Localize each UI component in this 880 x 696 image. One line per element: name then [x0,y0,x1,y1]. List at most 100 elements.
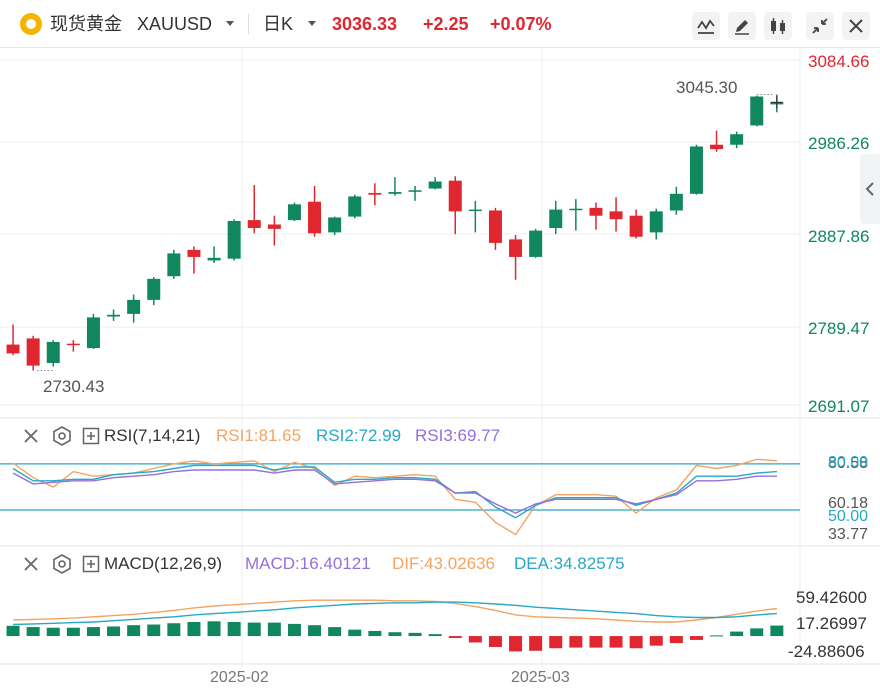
candle-body [609,211,623,220]
candle-body [86,317,100,349]
macd-histogram-bar [468,636,482,643]
candle-body [46,341,60,363]
candle-type-button[interactable] [764,12,792,40]
candle-body [368,192,382,195]
current-price: 3036.33 [332,14,398,34]
candle-body [308,201,322,234]
close-icon[interactable] [22,555,40,573]
macd-histogram-bar [770,625,784,637]
cross-icon [770,96,783,109]
candle-body [187,249,201,257]
candle-body [710,144,724,150]
plus-box-icon[interactable] [82,555,100,573]
macd-histogram-bar [710,635,724,637]
price-change: +2.25 [423,14,469,34]
macd-histogram-bar [227,621,241,637]
macd-histogram-bar [26,627,40,637]
macd-histogram-bar [147,624,161,637]
macd-axis-label: 17.26997 [796,614,867,633]
macd-histogram-bar [549,636,563,649]
macd-histogram-bar [127,625,141,637]
candle-body [107,314,121,317]
rsi3-value: RSI3:69.77 [415,426,501,445]
draw-icon [735,20,749,35]
rsi-line-rsi3 [12,469,777,514]
macd-histogram-bar [669,636,683,644]
candle-body [750,96,764,126]
candle-body [468,209,482,212]
rsi2-value: RSI2:72.99 [316,426,402,445]
symbol-cn[interactable]: 现货黄金 [50,14,122,34]
rsi-title: RSI(7,14,21) [104,426,201,445]
caret-down-icon[interactable] [307,20,317,28]
dif-value: DIF:43.02636 [392,554,496,573]
candle-body [328,217,342,233]
candle-body [589,207,603,216]
macd-histogram-bar [408,632,422,637]
price-change-pct: +0.07% [490,14,552,34]
macd-histogram-bar [529,636,543,651]
candle-body [509,239,523,257]
macd-histogram-bar [86,627,100,637]
candle-body [26,338,40,366]
candle-body [428,181,442,189]
macd-histogram-bar [287,623,301,637]
candle-body [247,220,261,228]
macd-histogram-bar [107,626,121,637]
price-axis-label: 2691.07 [808,397,870,416]
macd-histogram-bar [569,636,583,648]
candle-type-icon [771,18,785,34]
high-price-marker: 3045.30 [676,78,738,97]
caret-down-icon[interactable] [225,20,235,28]
rsi-axis-label: 80.58 [828,455,869,472]
macd-histogram-bar [750,628,764,637]
macd-histogram-bar [448,636,462,638]
period-selector[interactable]: 日K [263,14,294,34]
macd-axis-label: -24.88606 [788,642,865,661]
candle-body [730,134,744,145]
macd-histogram-bar [247,622,261,637]
price-axis-label: 2887.86 [808,227,870,246]
candle-body [649,211,663,233]
candle-body [127,299,141,314]
price-axis-label-top: 3084.66 [808,52,870,71]
rsi-axis-label: 33.77 [828,526,869,543]
settings-icon[interactable] [52,554,72,574]
candle-body [287,204,301,221]
macd-histogram-bar [368,630,382,637]
symbol-name[interactable]: XAUUSD [137,14,213,34]
macd-histogram-bar [609,636,623,648]
macd-histogram-bar [187,621,201,637]
indicator-button[interactable] [692,12,720,40]
side-panel-toggle[interactable] [860,154,880,224]
macd-histogram-bar [6,625,20,637]
candle-body [529,230,543,257]
close-button[interactable] [842,12,870,40]
candle-body [267,224,281,229]
macd-histogram-bar [689,636,703,640]
rsi-oversold-label: 50.00 [828,508,869,525]
collapse-icon [812,18,828,34]
dea-value: DEA:34.82575 [514,554,625,573]
candle-body [6,344,20,354]
collapse-button[interactable] [806,12,834,40]
candle-body [569,208,583,211]
rsi-axis-label: 60.18 [828,495,869,512]
draw-button[interactable] [728,12,756,40]
macd-histogram-bar [488,636,502,647]
kline-chart[interactable] [0,48,880,696]
macd-histogram-bar [589,636,603,648]
settings-icon[interactable] [52,426,72,446]
macd-histogram-bar [428,634,442,637]
x-axis-label: 2025-02 [210,669,269,686]
macd-histogram-bar [348,629,362,637]
macd-histogram-bar [629,636,643,649]
candle-body [689,146,703,194]
macd-histogram-bar [46,627,60,637]
candle-body [207,257,221,261]
indicator-icon [697,19,715,34]
plus-box-icon[interactable] [82,427,100,445]
close-icon[interactable] [22,427,40,445]
candle-body [629,215,643,237]
low-price-marker: 2730.43 [43,377,105,396]
